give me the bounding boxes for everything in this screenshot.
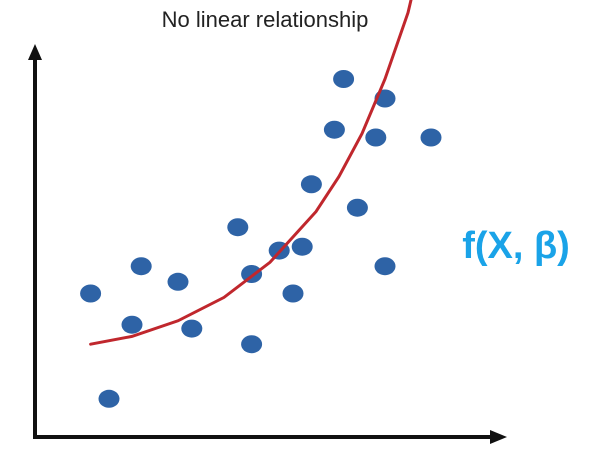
data-point — [420, 128, 442, 147]
data-point — [346, 198, 368, 217]
data-point — [130, 257, 152, 276]
data-point — [365, 128, 387, 147]
fit-curve — [89, 0, 413, 346]
data-point — [121, 315, 143, 334]
chart-axes — [28, 44, 507, 444]
data-point — [282, 284, 304, 303]
data-point — [181, 319, 203, 338]
fit-formula-label: f(X, β) — [462, 225, 570, 267]
y-axis-arrow — [28, 44, 42, 60]
data-point — [291, 237, 313, 256]
x-axis-arrow — [490, 430, 507, 444]
data-point — [241, 335, 263, 354]
chart-title: No linear relationship — [162, 7, 369, 32]
data-point — [300, 175, 322, 194]
data-point — [167, 272, 189, 291]
data-point — [333, 70, 355, 88]
data-point — [323, 120, 345, 139]
data-point — [98, 389, 120, 408]
data-points — [80, 70, 442, 408]
data-point — [227, 218, 249, 237]
data-point — [80, 284, 102, 303]
data-point — [374, 257, 396, 276]
